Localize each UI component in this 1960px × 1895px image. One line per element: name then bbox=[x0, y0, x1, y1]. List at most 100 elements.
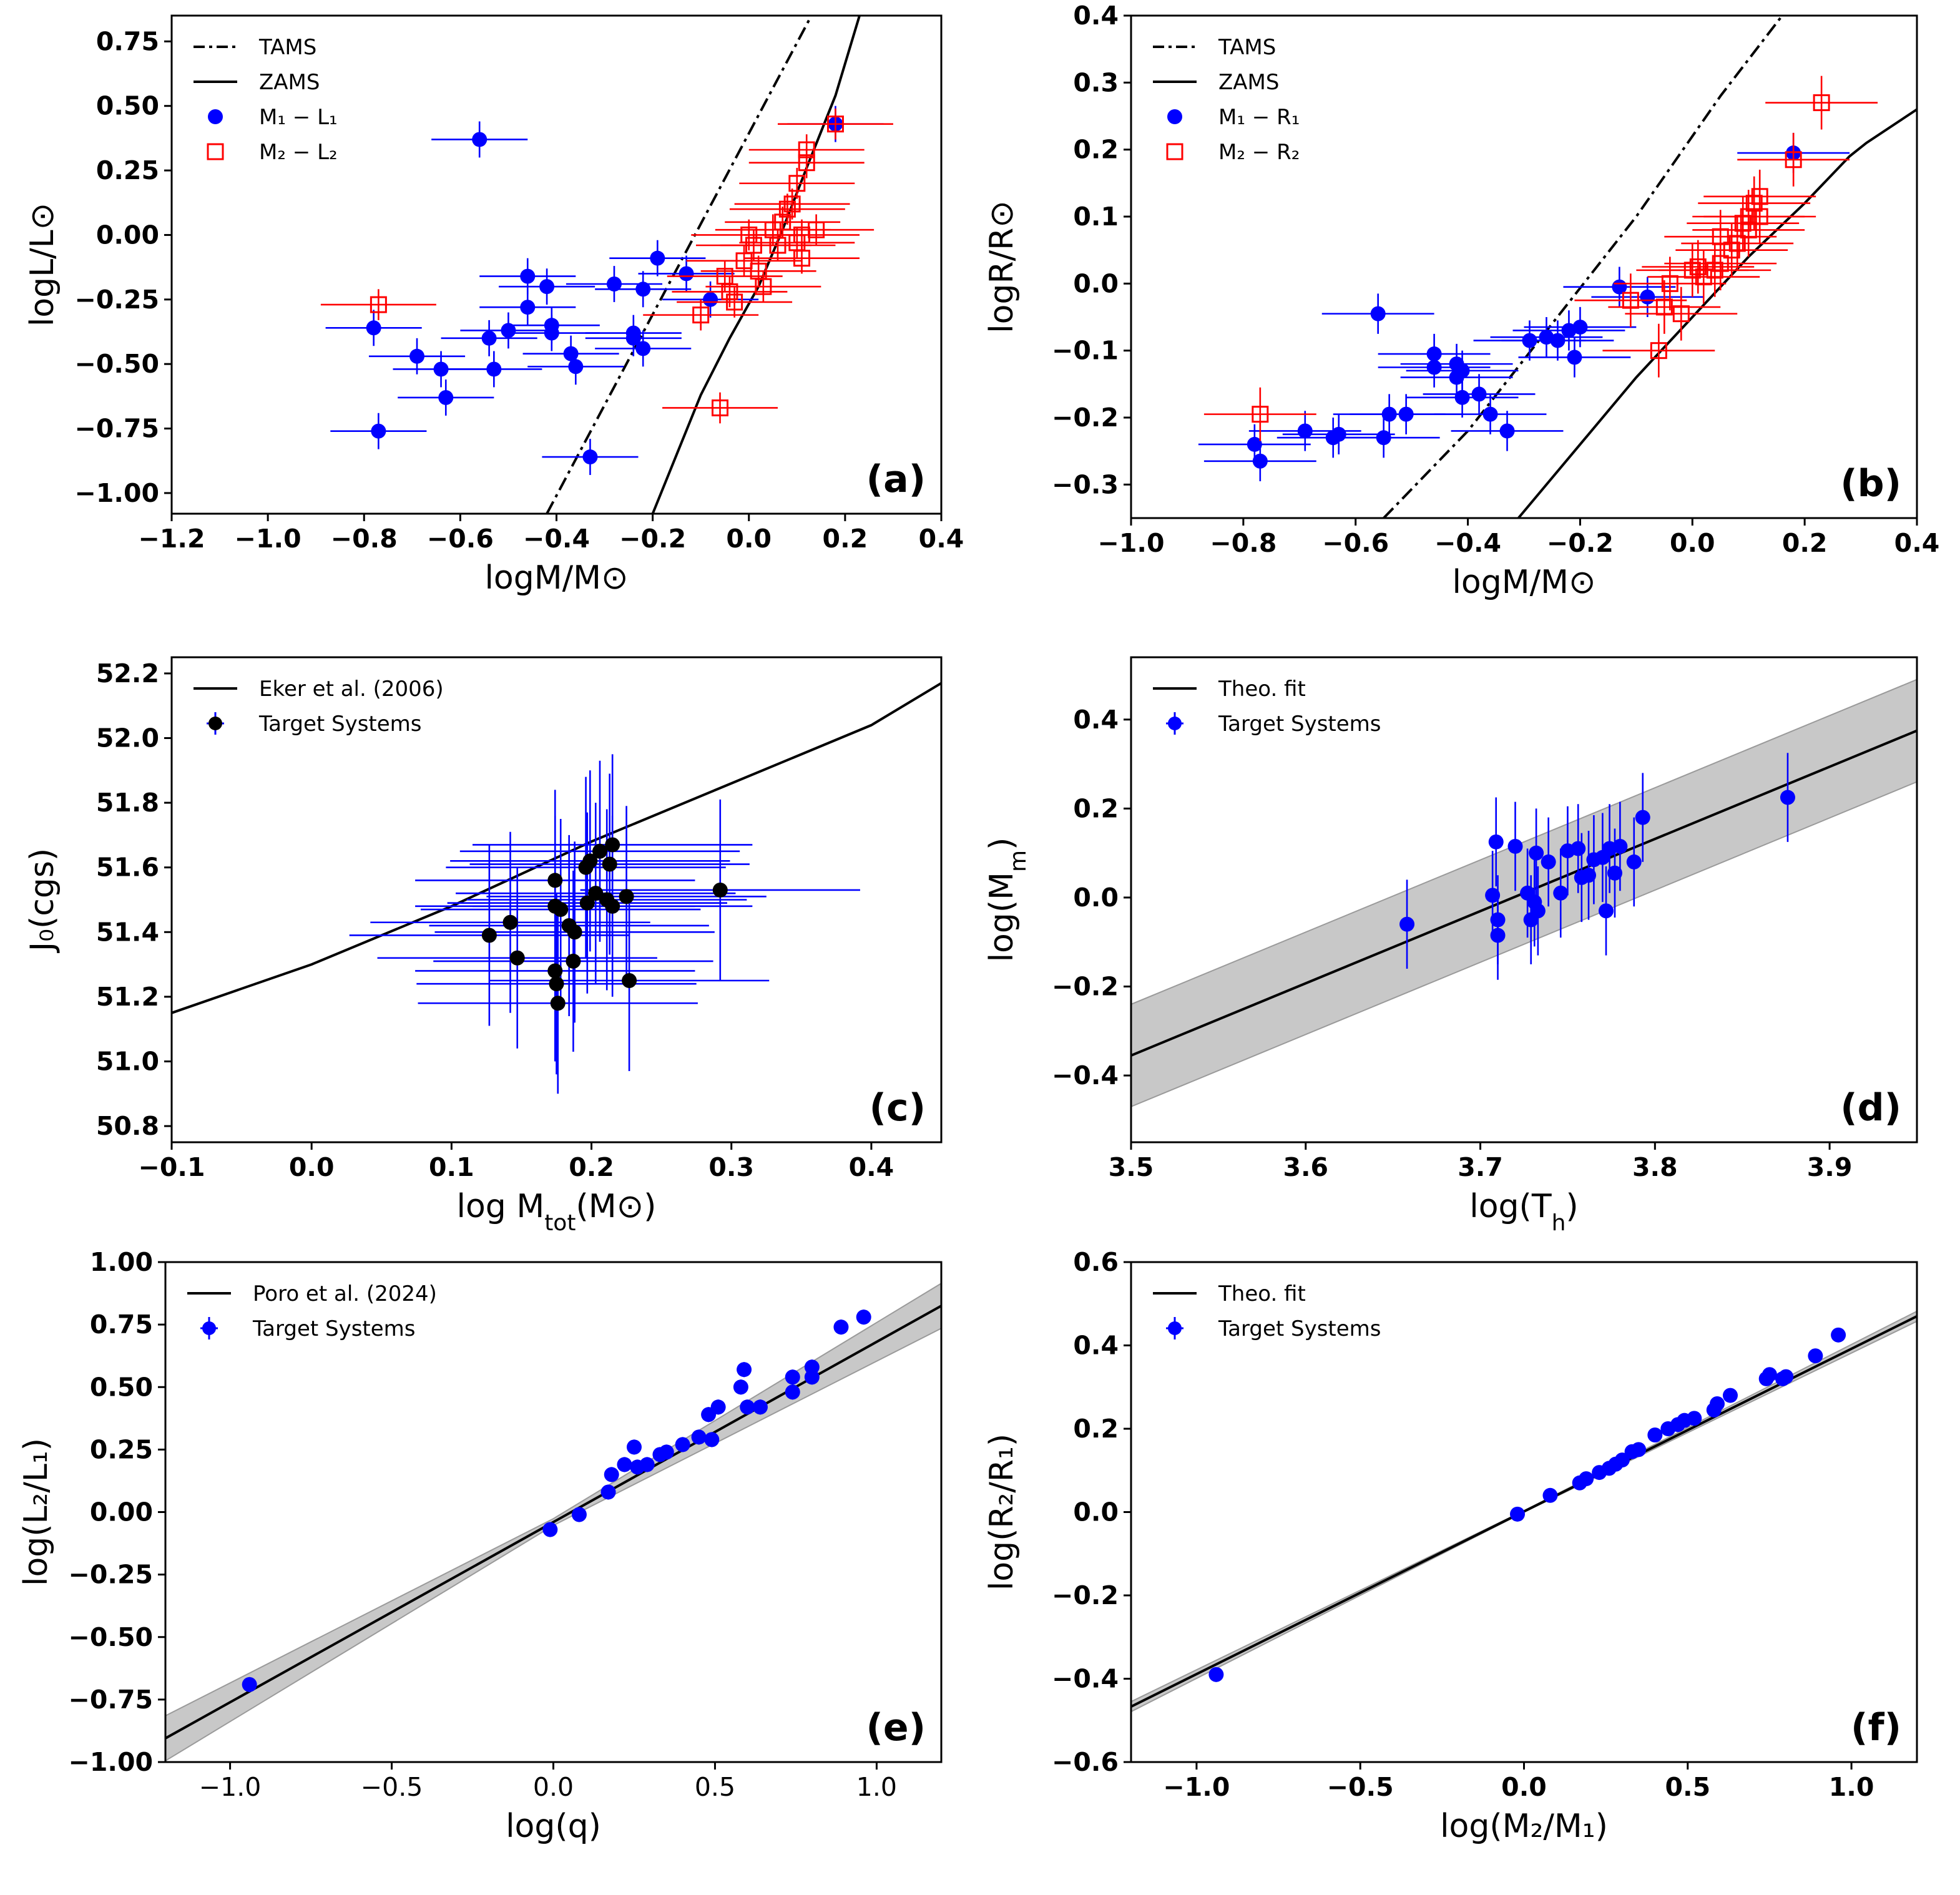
data-point bbox=[778, 200, 796, 218]
x-tick-label: −1.2 bbox=[139, 524, 205, 554]
data-point bbox=[712, 399, 729, 416]
y-tick-label: 0.6 bbox=[1073, 1247, 1119, 1277]
y-tick-label: 0.50 bbox=[90, 1372, 153, 1402]
data-point bbox=[438, 389, 454, 405]
data-point bbox=[371, 423, 386, 439]
data-point bbox=[1635, 810, 1650, 825]
data-point bbox=[808, 221, 825, 238]
data-point bbox=[1488, 834, 1504, 850]
data-point bbox=[502, 914, 518, 930]
data-point bbox=[675, 1437, 690, 1452]
data-point bbox=[635, 282, 651, 297]
data-point bbox=[600, 1484, 616, 1500]
data-point bbox=[712, 882, 728, 898]
x-tick-label: 0.4 bbox=[919, 524, 964, 554]
legend-label: Target Systems bbox=[1218, 712, 1381, 737]
data-point bbox=[1570, 841, 1586, 856]
x-tick-label: 0.2 bbox=[569, 1152, 614, 1182]
x-tick-label: 0.4 bbox=[1894, 528, 1940, 558]
y-tick-label: −0.4 bbox=[1052, 1664, 1119, 1694]
data-point bbox=[1381, 406, 1397, 422]
y-axis-label: log(R₂/R₁) bbox=[983, 1434, 1021, 1590]
data-point bbox=[1712, 255, 1729, 272]
data-point bbox=[1426, 360, 1442, 375]
data-point bbox=[1712, 228, 1729, 245]
data-point bbox=[1778, 1369, 1794, 1384]
plot-area bbox=[320, 16, 893, 514]
data-point bbox=[826, 115, 844, 133]
data-point bbox=[1485, 888, 1501, 903]
axes-frame bbox=[1130, 14, 1918, 519]
y-tick-label: −0.50 bbox=[68, 1622, 153, 1652]
data-point bbox=[1572, 320, 1588, 335]
panel-e: −1.0 −0.5 0.0 0.5 1.0 −1.00 −0.75 −0.50 −0.25 0.0… bbox=[17, 1247, 943, 1845]
data-point bbox=[1567, 350, 1582, 365]
y-tick-label: −0.3 bbox=[1052, 469, 1119, 499]
data-point bbox=[550, 996, 566, 1011]
y-tick-label: −0.1 bbox=[1052, 336, 1119, 366]
y-tick-label: 51.6 bbox=[96, 853, 159, 883]
data-point bbox=[1541, 854, 1556, 869]
data-point bbox=[1622, 291, 1639, 309]
x-tick-label: 0.0 bbox=[533, 1772, 574, 1802]
tams-line bbox=[546, 16, 813, 514]
data-point bbox=[582, 853, 598, 869]
data-point bbox=[579, 895, 595, 911]
data-point bbox=[1751, 208, 1768, 225]
y-tick-label: 0.50 bbox=[96, 91, 159, 121]
data-point bbox=[626, 1439, 642, 1455]
y-tick-label: −0.2 bbox=[1052, 972, 1119, 1002]
zams-line bbox=[651, 16, 861, 514]
data-point bbox=[798, 154, 815, 172]
legend-label: M₁ − L₁ bbox=[259, 105, 338, 130]
data-point bbox=[737, 1362, 752, 1378]
x-axis-label: log(Th) bbox=[1469, 1188, 1578, 1236]
data-point bbox=[1581, 868, 1597, 883]
data-point bbox=[571, 1507, 587, 1522]
data-point bbox=[1785, 151, 1802, 169]
y-tick-label: 0.00 bbox=[90, 1497, 153, 1527]
data-point bbox=[242, 1677, 257, 1692]
data-point bbox=[788, 175, 806, 192]
data-point bbox=[1640, 289, 1655, 305]
data-point bbox=[605, 898, 620, 914]
y-tick-label: −0.75 bbox=[74, 414, 159, 444]
legend-square-swatch bbox=[207, 143, 224, 160]
data-point bbox=[1751, 188, 1768, 205]
y-tick-label: −0.2 bbox=[1052, 403, 1119, 433]
data-point bbox=[769, 237, 786, 254]
data-point bbox=[1631, 1442, 1647, 1457]
data-point bbox=[409, 348, 425, 364]
data-point bbox=[692, 306, 710, 324]
x-tick-label: 0.2 bbox=[1782, 528, 1828, 558]
data-point bbox=[752, 1399, 768, 1415]
y-tick-label: 0.75 bbox=[90, 1310, 153, 1339]
data-point bbox=[1482, 406, 1498, 422]
data-point bbox=[755, 278, 772, 295]
data-point bbox=[740, 1399, 755, 1415]
data-point bbox=[605, 837, 620, 853]
x-tick-label: 0.2 bbox=[823, 524, 868, 554]
data-point bbox=[1507, 838, 1523, 854]
data-point bbox=[582, 449, 598, 465]
y-axis-label: logL/L⊙ bbox=[24, 203, 61, 326]
y-tick-label: −0.2 bbox=[1052, 1580, 1119, 1610]
fit-line bbox=[165, 1305, 941, 1740]
data-point bbox=[1399, 916, 1415, 932]
legend-dot-swatch bbox=[208, 717, 222, 730]
x-tick-label: 0.0 bbox=[1501, 1772, 1547, 1802]
tams-line bbox=[1383, 16, 1783, 518]
plot-area bbox=[1131, 678, 1917, 1108]
plot-area bbox=[1198, 16, 1917, 518]
legend-label: TAMS bbox=[258, 35, 316, 60]
data-point bbox=[1454, 389, 1470, 405]
data-point bbox=[553, 902, 569, 918]
y-tick-label: −1.00 bbox=[68, 1747, 153, 1777]
x-tick-label: −0.1 bbox=[139, 1152, 205, 1182]
legend-label: M₁ − R₁ bbox=[1218, 105, 1300, 130]
data-point bbox=[568, 359, 584, 375]
data-point bbox=[606, 277, 622, 292]
y-axis-label: J₀(cgs) bbox=[24, 848, 61, 953]
data-point bbox=[733, 1379, 748, 1395]
